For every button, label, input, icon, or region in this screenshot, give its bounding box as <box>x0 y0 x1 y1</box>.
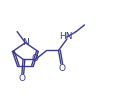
Text: HN: HN <box>59 32 72 41</box>
Text: O: O <box>59 64 65 73</box>
Text: O: O <box>18 74 25 83</box>
Text: O: O <box>32 54 39 63</box>
Text: N: N <box>22 38 29 47</box>
